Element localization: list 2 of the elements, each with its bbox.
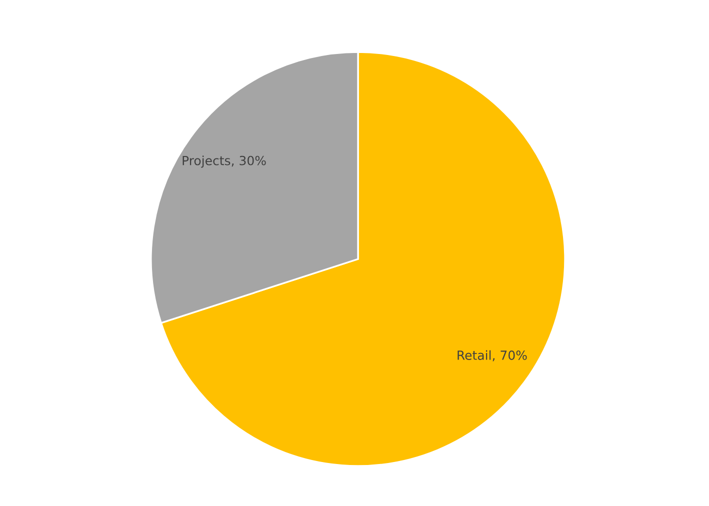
slice-label: Projects, 30%: [182, 156, 266, 168]
slice-label: Retail, 70%: [458, 350, 527, 362]
